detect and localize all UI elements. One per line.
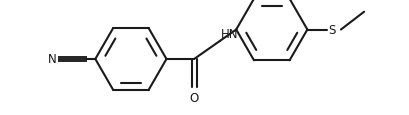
Text: S: S xyxy=(327,24,335,37)
Text: HN: HN xyxy=(220,28,238,40)
Text: N: N xyxy=(48,53,57,66)
Text: O: O xyxy=(189,91,198,104)
